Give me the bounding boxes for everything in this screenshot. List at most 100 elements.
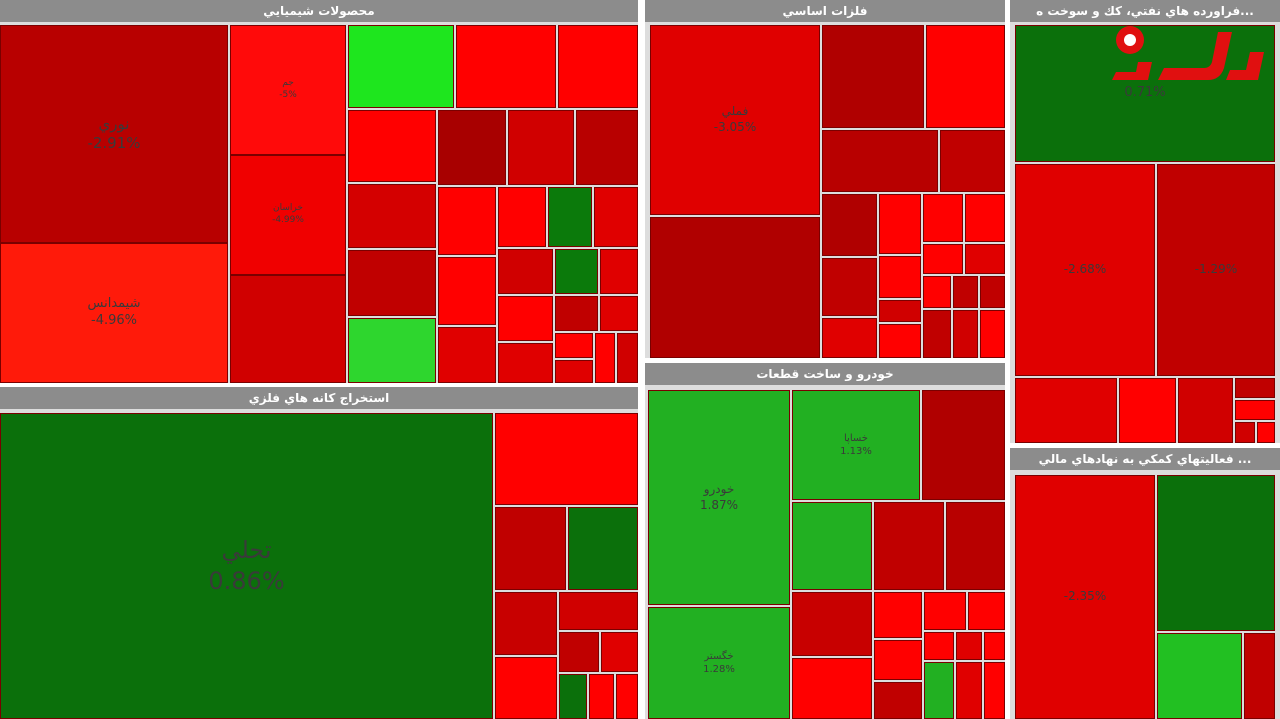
tile-label: خگستر	[704, 651, 734, 662]
sector-title: فلزات اساسي	[645, 0, 1005, 22]
tile	[348, 110, 436, 182]
tile	[822, 194, 877, 256]
tile	[879, 256, 921, 298]
tile	[984, 632, 1005, 660]
tile-value: -2.91%	[87, 134, 141, 152]
tile	[956, 662, 982, 719]
tile-label: خودرو	[703, 481, 735, 496]
tile	[980, 310, 1005, 358]
tile	[874, 502, 944, 590]
tile	[548, 187, 592, 247]
tile: خساپا 1.13%	[792, 390, 920, 500]
tile-label: فملي	[721, 104, 749, 119]
tile	[498, 249, 553, 294]
tile	[879, 194, 921, 254]
tile: خودرو 1.87%	[648, 390, 790, 605]
tile	[1015, 378, 1117, 443]
sector-title: خودرو و ساخت قطعات	[645, 363, 1005, 385]
tile	[879, 300, 921, 322]
tile	[940, 130, 1005, 192]
tile	[568, 507, 638, 590]
tile	[1235, 400, 1275, 420]
tile	[1235, 422, 1255, 443]
tile	[1157, 475, 1275, 631]
tile	[600, 296, 638, 331]
tile	[559, 632, 599, 672]
tile-value: -2.35%	[1063, 589, 1107, 604]
tile	[822, 130, 938, 192]
tile: نوري -2.91%	[0, 25, 228, 243]
tile	[438, 187, 496, 255]
tile	[438, 110, 506, 185]
tile: فملي -3.05%	[650, 25, 820, 215]
tile	[1257, 422, 1275, 443]
tile	[874, 682, 922, 719]
tile-label: خراسان	[273, 203, 303, 214]
tile: تحلي 0.86%	[0, 413, 493, 719]
tile	[508, 110, 574, 185]
tile	[438, 257, 496, 325]
tile-value: 1.13%	[840, 446, 872, 457]
tile	[495, 657, 557, 719]
tile	[923, 310, 951, 358]
tile	[923, 194, 963, 242]
tile	[980, 276, 1005, 308]
tile	[792, 592, 872, 656]
tile	[923, 244, 963, 274]
tile	[924, 662, 954, 719]
tile: -2.35%	[1015, 475, 1155, 719]
tile	[495, 507, 566, 590]
tile-value: -3.05%	[713, 120, 757, 134]
tile	[1235, 378, 1275, 398]
sector-title: ... فعاليتهاي كمكي به نهادهاي مالي	[1010, 448, 1280, 470]
tile	[555, 360, 593, 383]
logo	[1112, 26, 1264, 80]
tile	[650, 217, 820, 358]
tile	[348, 25, 454, 108]
tile	[230, 275, 346, 383]
tile	[984, 662, 1005, 719]
sector-title: محصولات شيميايي	[0, 0, 638, 22]
tile	[953, 276, 978, 308]
tile: -2.68%	[1015, 164, 1155, 376]
tile-value: 0.86%	[208, 567, 285, 595]
tile	[595, 333, 615, 383]
tile	[438, 327, 496, 383]
tile	[555, 333, 593, 358]
tile	[822, 25, 924, 128]
tile-value: -1.29%	[1194, 262, 1238, 277]
tile	[879, 324, 921, 358]
tile	[968, 592, 1005, 630]
tile: جم -5%	[230, 25, 346, 155]
tile	[348, 184, 436, 248]
tile	[495, 413, 638, 505]
tile	[822, 318, 877, 358]
tile	[498, 187, 546, 247]
sector-title: ...فراورده هاي نفتي، كك و سوخت ه	[1010, 0, 1280, 22]
tile-value: -5%	[279, 90, 297, 100]
tile-value: 0.71%	[1124, 85, 1166, 101]
tile: خراسان -4.99%	[230, 155, 346, 275]
tile	[498, 296, 553, 341]
tile	[348, 250, 436, 316]
tile	[594, 187, 638, 247]
tile-value: 1.28%	[703, 664, 735, 675]
tile	[558, 25, 638, 108]
tile-label: نوري	[98, 114, 130, 133]
tile	[555, 249, 598, 294]
tile	[874, 640, 922, 680]
tile	[946, 502, 1005, 590]
sector-title: استخراج كانه هاي فلزي	[0, 387, 638, 409]
tile-label: جم	[282, 78, 294, 89]
tile	[1244, 633, 1275, 719]
tile	[601, 632, 638, 672]
tile	[965, 244, 1005, 274]
tile-label: تحلي	[221, 535, 272, 564]
tile	[924, 592, 966, 630]
tile	[559, 674, 587, 719]
tile	[792, 658, 872, 719]
tile	[822, 258, 877, 316]
tile	[874, 592, 922, 638]
tile-label: شيمدانس	[87, 296, 141, 312]
